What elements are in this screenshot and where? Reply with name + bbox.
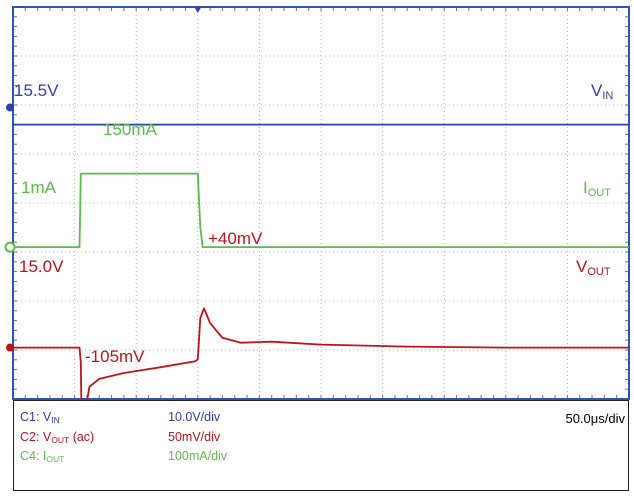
- vout-level-label: 15.0V: [19, 257, 64, 276]
- channel-name: C4: I: [20, 449, 47, 463]
- channel-marker-c2: [6, 343, 14, 352]
- channel-name: C2: V: [20, 430, 52, 444]
- channel-sub: OUT: [51, 435, 70, 445]
- trigger-marker: [194, 7, 202, 13]
- channel-name: C1: V: [20, 410, 52, 424]
- channel-sub: IN: [51, 415, 60, 425]
- channel-scale: 50mV/div: [168, 430, 221, 444]
- plot-background: [0, 0, 634, 400]
- channel-scale: 100mA/div: [168, 449, 228, 463]
- channel-info-panel: C1: VIN 10.0V/div C2: VOUT (ac) 50mV/div C…: [13, 400, 629, 491]
- channel-info-row-c1: C1: VIN 10.0V/div: [20, 411, 220, 425]
- iout-trace-label: IOUT: [583, 178, 611, 199]
- channel-marker-c1: [6, 103, 14, 112]
- channel-scale: 10.0V/div: [168, 410, 221, 424]
- timebase-readout: 50.0μs/div: [565, 411, 625, 426]
- iout-peak-annotation: 150mA: [103, 120, 157, 139]
- trace-vout: [13, 307, 629, 400]
- channel-marker-c4: [4, 241, 16, 253]
- trace-iout: [13, 172, 629, 248]
- vout-trace-label: VOUT: [576, 257, 611, 278]
- vin-level-label: 15.5V: [14, 81, 59, 100]
- iout-level-label: 1mA: [21, 178, 56, 197]
- oscilloscope-chart: [0, 0, 634, 400]
- channel-info-row-c4: C4: IOUT 100mA/div: [20, 450, 227, 464]
- channel-info-row-c2: C2: VOUT (ac) 50mV/div: [20, 430, 221, 445]
- vout-overshoot-annotation: +40mV: [208, 229, 263, 248]
- vin-trace-label: VIN: [591, 81, 614, 102]
- vout-undershoot-annotation: -105mV: [85, 347, 145, 366]
- channel-sub: OUT: [46, 454, 65, 464]
- plot-frame: [12, 6, 630, 400]
